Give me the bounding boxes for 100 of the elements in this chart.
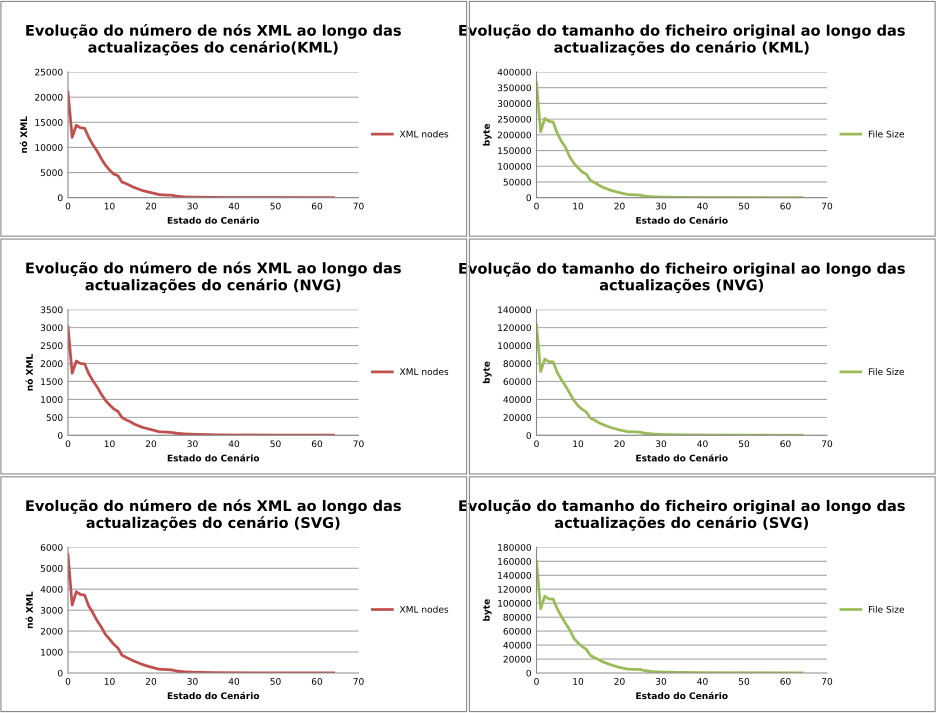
y-tick-label: 0	[526, 670, 532, 677]
x-tick-label: 20	[614, 440, 625, 448]
y-tick-label: 100000	[498, 162, 532, 170]
x-tick-label: 50	[738, 202, 750, 210]
y-tick-label: 0	[526, 194, 532, 202]
x-tick-label: 40	[228, 202, 240, 210]
y-tick-label: 1000	[41, 396, 63, 403]
x-tick-label: 70	[822, 678, 832, 685]
chart-title: Evolução do número de nós XML ao longo das actualizações do cenário (NVG)	[26, 262, 401, 294]
y-tick-label: 5000	[40, 169, 63, 176]
y-tick-label: 80000	[504, 360, 532, 368]
legend-label: XML nodes	[400, 130, 448, 138]
y-tick-label: 20000	[504, 656, 532, 663]
line-series	[68, 326, 335, 436]
x-axis-title: Estado do Cenário	[168, 454, 260, 462]
y-axis-title: byte	[482, 124, 492, 146]
x-tick-label: 30	[187, 202, 198, 210]
y-tick-label: 140000	[498, 572, 532, 579]
x-tick-label: 50	[270, 202, 281, 210]
y-tick-label: 10000	[35, 144, 63, 151]
y-tick-label: 3500	[40, 306, 63, 314]
line-series	[536, 324, 804, 436]
x-tick-label: 20	[614, 202, 625, 210]
y-tick-label: 50000	[504, 178, 532, 186]
x-tick-label: 70	[822, 440, 832, 448]
y-tick-label: 15000	[35, 118, 63, 126]
x-tick-label: 0	[534, 440, 539, 448]
line-series	[68, 553, 335, 673]
legend-label: XML nodes	[400, 606, 448, 613]
x-axis-title: Estado do Cenário	[636, 692, 728, 700]
line-series	[68, 90, 335, 198]
chart-title: Evolução do tamanho do ficheiro original ao longo das actualizações do cenário (SVG)	[459, 500, 905, 531]
legend-label: XML nodes	[400, 368, 448, 376]
chart-title: Evolução do tamanho do ficheiro original ao longo das actualizações (NVG)	[459, 262, 905, 294]
x-tick-label: 50	[738, 440, 750, 448]
y-tick-label: 0	[526, 432, 532, 439]
x-tick-label: 30	[656, 202, 666, 210]
x-tick-label: 20	[614, 678, 625, 685]
y-tick-label: 25000	[35, 68, 63, 76]
x-tick-label: 0	[66, 678, 70, 685]
y-tick-label: 1500	[41, 378, 63, 386]
y-tick-label: 3000	[40, 324, 63, 332]
chart-title: Evolução do número de nós XML ao longo das actualizações do cenário(KML)	[26, 24, 401, 56]
y-tick-label: 250000	[498, 116, 532, 123]
y-tick-label: 20000	[504, 414, 532, 421]
x-tick-label: 70	[822, 202, 832, 210]
x-tick-label: 20	[146, 202, 156, 210]
legend-label: File Size	[868, 368, 904, 376]
y-tick-label: 60000	[504, 378, 532, 386]
y-axis-title: byte	[482, 599, 492, 621]
x-tick-label: 60	[312, 202, 322, 210]
y-tick-label: 300000	[498, 100, 532, 107]
chart-title: Evolução do tamanho do ficheiro original ao longo das actualizações do cenário (KML)	[459, 24, 905, 56]
y-tick-label: 160000	[498, 558, 532, 565]
y-axis-title: nó XML	[26, 592, 33, 628]
y-tick-label: 120000	[498, 586, 532, 593]
x-tick-label: 20	[146, 678, 156, 685]
x-axis-title: Estado do Cenário	[168, 216, 260, 224]
legend-label: File Size	[868, 130, 904, 138]
x-tick-label: 70	[353, 440, 364, 448]
y-tick-label: 140000	[498, 306, 532, 314]
y-tick-label: 80000	[504, 614, 532, 621]
x-tick-label: 10	[573, 678, 584, 685]
x-tick-label: 10	[104, 202, 115, 210]
y-tick-label: 40000	[503, 396, 532, 403]
x-tick-label: 60	[312, 678, 322, 685]
x-tick-label: 20	[146, 440, 156, 448]
x-axis-title: Estado do Cenário	[636, 216, 728, 224]
y-tick-label: 20000	[35, 94, 63, 101]
x-tick-label: 40	[228, 440, 240, 448]
y-tick-label: 120000	[498, 324, 532, 332]
line-series	[536, 560, 804, 673]
x-axis-title: Estado do Cenário	[636, 454, 728, 462]
y-tick-label: 2000	[40, 628, 63, 635]
x-tick-label: 30	[656, 678, 666, 685]
y-tick-label: 150000	[498, 147, 532, 154]
x-axis-title: Estado do Cenário	[168, 692, 260, 700]
y-tick-label: 4000	[40, 586, 63, 593]
y-tick-label: 6000	[40, 544, 63, 551]
x-tick-label: 60	[780, 440, 791, 448]
line-series	[536, 82, 804, 198]
x-tick-label: 0	[534, 202, 539, 210]
x-tick-label: 70	[353, 678, 364, 685]
x-tick-label: 40	[697, 440, 708, 448]
y-tick-label: 2500	[40, 342, 63, 350]
x-tick-label: 70	[353, 202, 364, 210]
x-tick-label: 60	[780, 678, 791, 685]
y-tick-label: 500	[46, 414, 63, 421]
y-tick-label: 3000	[40, 606, 63, 614]
x-tick-label: 10	[104, 440, 115, 448]
x-tick-label: 50	[738, 678, 750, 685]
x-tick-label: 40	[228, 678, 240, 685]
x-tick-label: 0	[66, 202, 70, 210]
x-tick-label: 10	[573, 440, 584, 448]
x-tick-label: 30	[187, 440, 198, 448]
y-tick-label: 350000	[498, 84, 532, 92]
x-tick-label: 60	[780, 202, 791, 210]
y-tick-label: 60000	[504, 628, 532, 635]
x-tick-label: 40	[697, 678, 708, 685]
y-tick-label: 0	[58, 670, 63, 677]
